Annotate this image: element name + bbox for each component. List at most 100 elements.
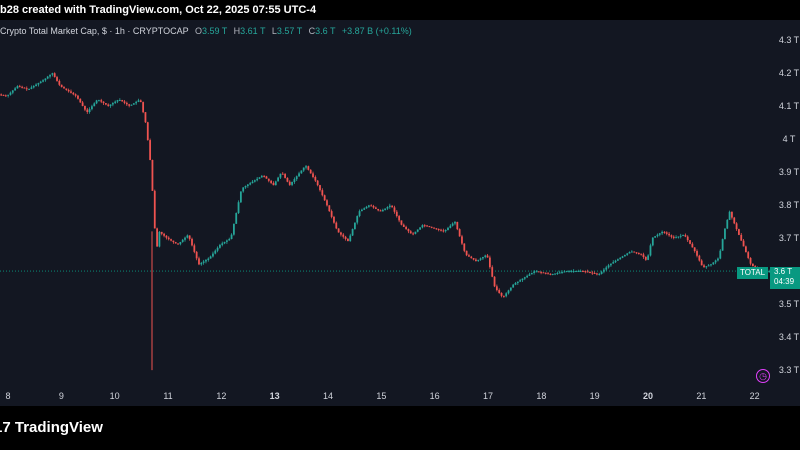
- candle-body: [565, 271, 568, 273]
- alert-clock-icon[interactable]: ◷: [756, 369, 770, 383]
- candle-body: [135, 101, 138, 104]
- candle-body: [372, 206, 375, 208]
- candle-body: [219, 244, 221, 248]
- candle-body: [30, 87, 33, 89]
- candle-body: [395, 211, 398, 217]
- legend-high-value: 3.61 T: [240, 26, 266, 36]
- candle-body: [42, 80, 44, 82]
- candle-body: [586, 271, 589, 273]
- x-tick-label: 11: [163, 391, 172, 401]
- candle-body: [530, 272, 533, 275]
- candle-body: [470, 256, 473, 259]
- candle-body: [333, 216, 335, 223]
- candle-body: [146, 122, 149, 141]
- candle-body: [142, 102, 145, 113]
- candle-body: [577, 271, 580, 273]
- candle-body: [584, 271, 587, 273]
- y-tick-label: 3.5 T: [779, 299, 800, 309]
- price-chart[interactable]: 4.3 T4.2 T4.1 T4 T3.9 T3.8 T3.7 T3.6 T3.…: [0, 0, 800, 406]
- candle-body: [81, 102, 84, 107]
- candle-body: [642, 254, 645, 257]
- candle-body: [298, 173, 300, 177]
- candle-body: [556, 272, 559, 274]
- candle-body: [258, 177, 261, 179]
- candle-body: [498, 290, 501, 293]
- candle-body: [246, 184, 249, 186]
- candle-body: [388, 205, 391, 208]
- candle-body: [121, 99, 124, 102]
- candle-body: [188, 235, 191, 239]
- candle-body: [447, 227, 449, 231]
- candle-body: [305, 166, 307, 168]
- candle-body: [95, 100, 98, 104]
- candle-body: [249, 183, 252, 185]
- candle-body: [393, 207, 396, 212]
- candle-body: [398, 216, 401, 221]
- candle-body: [663, 231, 666, 233]
- candle-body: [540, 271, 542, 273]
- candle-body: [344, 236, 347, 239]
- candle-body: [9, 92, 12, 95]
- candle-body: [281, 173, 284, 175]
- legend-high-label: H: [233, 26, 241, 36]
- candle-body: [314, 177, 317, 181]
- candle-body: [379, 210, 382, 212]
- legend-open-value: 3.59 T: [201, 26, 228, 36]
- candle-body: [53, 73, 56, 78]
- candle-body: [703, 265, 705, 268]
- x-tick-label: 21: [696, 391, 706, 401]
- candle-body: [7, 94, 10, 96]
- legend-low-value: 3.57 T: [276, 26, 303, 36]
- candle-body: [232, 223, 235, 235]
- x-tick-label: 18: [536, 391, 546, 401]
- candle-body: [63, 87, 65, 89]
- y-tick-label: 4.2 T: [779, 68, 800, 78]
- candle-body: [195, 251, 198, 259]
- candle-body: [335, 222, 338, 229]
- legend-change: +3.87 B (+0.11%): [341, 26, 412, 36]
- candle-body: [733, 217, 736, 224]
- candle-body: [35, 84, 37, 86]
- candle-body: [65, 88, 68, 90]
- candle-body: [700, 260, 703, 266]
- candle-body: [32, 85, 35, 88]
- candle-body: [67, 89, 70, 92]
- candle-body: [102, 101, 105, 104]
- candle-body: [456, 221, 459, 230]
- candle-body: [435, 228, 438, 230]
- candle-body: [558, 272, 561, 274]
- candle-body: [316, 180, 319, 186]
- candle-body: [461, 236, 463, 244]
- candle-body: [409, 231, 412, 234]
- candle-body: [528, 274, 531, 276]
- candle-body: [561, 272, 563, 274]
- candle-body: [656, 234, 659, 237]
- candle-body: [251, 181, 254, 184]
- candle-body: [312, 173, 314, 178]
- candle-body: [635, 252, 638, 254]
- candle-body: [488, 257, 491, 268]
- candle-body: [123, 101, 126, 103]
- candle-body: [330, 211, 333, 217]
- candle-body: [607, 265, 610, 268]
- candle-body: [14, 88, 17, 91]
- candle-body: [682, 235, 684, 237]
- candle-body: [563, 271, 566, 273]
- candle-body: [326, 200, 328, 206]
- candle-body: [493, 276, 496, 287]
- candle-body: [381, 209, 384, 212]
- candle-body: [551, 273, 554, 275]
- candle-body: [482, 256, 484, 259]
- candle-body: [519, 280, 522, 282]
- candle-body: [572, 271, 575, 273]
- candle-body: [668, 233, 670, 236]
- candle-body: [661, 231, 664, 234]
- candle-body: [86, 109, 89, 113]
- candle-body: [744, 246, 747, 253]
- tradingview-brand[interactable]: 17 TradingView: [0, 419, 103, 436]
- candle-body: [449, 225, 452, 228]
- candle-body: [302, 167, 305, 171]
- candle-body: [717, 258, 719, 261]
- candle-body: [610, 263, 612, 266]
- candle-body: [412, 233, 414, 235]
